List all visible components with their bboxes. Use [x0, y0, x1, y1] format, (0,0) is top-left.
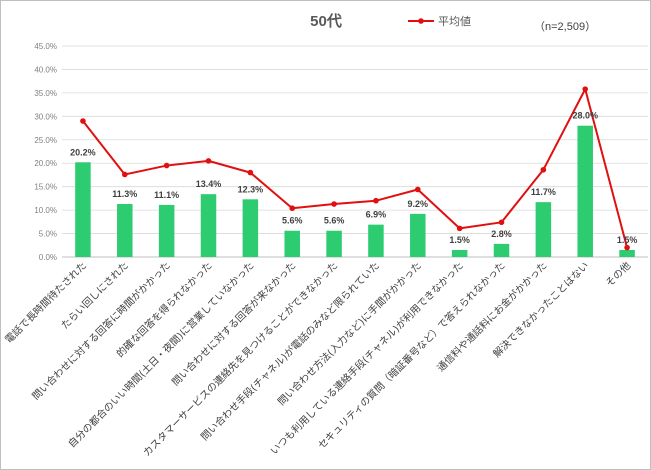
y-tick-label: 40.0%: [34, 65, 57, 74]
average-point: [498, 219, 505, 226]
average-series-line: [82, 88, 629, 248]
bar: [368, 224, 384, 257]
bar-data-label: 11.7%: [531, 187, 556, 197]
y-axis-ticks: 0.0% 5.0% 10.0% 15.0% 20.0% 25.0% 30.0% 35.0% 40…: [34, 42, 57, 262]
bar-data-label: 11.1%: [154, 190, 179, 200]
bar: [75, 162, 91, 257]
bar: [326, 230, 342, 257]
average-point: [247, 169, 254, 176]
bar: [619, 249, 635, 257]
bar: [200, 194, 217, 257]
average-point: [624, 244, 630, 251]
bar-data-label: 5.6%: [324, 216, 345, 226]
average-line: [80, 86, 630, 251]
average-point: [80, 118, 86, 124]
y-tick-label: 10.0%: [34, 206, 57, 215]
average-point: [121, 171, 128, 178]
average-point: [373, 197, 379, 204]
gridlines: [62, 45, 648, 258]
y-tick-label: 20.0%: [34, 159, 57, 168]
y-tick-label: 0.0%: [39, 253, 57, 262]
bar: [410, 213, 426, 257]
average-point: [163, 162, 170, 169]
legend: 平均値: [408, 15, 471, 28]
y-tick-label: 15.0%: [34, 183, 57, 192]
bars: [75, 125, 635, 257]
bar-data-label: 9.2%: [408, 199, 429, 209]
average-point: [205, 158, 212, 164]
bar-data-label: 11.3%: [112, 189, 137, 199]
bar: [284, 230, 300, 257]
bar: [493, 243, 510, 257]
bar: [451, 249, 468, 257]
bar-data-label: 12.3%: [238, 184, 264, 194]
bar-data-label: 1.5%: [449, 235, 470, 245]
sample-size-note: （n=2,509）: [534, 20, 596, 33]
bar-data-label: 13.4%: [196, 179, 222, 189]
chart-title: 50代: [310, 12, 342, 30]
average-point: [582, 86, 589, 92]
bar: [535, 202, 552, 257]
y-tick-label: 35.0%: [34, 89, 57, 98]
bar: [117, 204, 133, 257]
average-point: [331, 201, 337, 207]
y-tick-label: 30.0%: [34, 112, 57, 121]
bar-data-label: 2.8%: [491, 229, 512, 239]
average-point: [414, 186, 421, 193]
bar-data-label: 28.0%: [572, 111, 598, 121]
legend-marker-swatch: [418, 18, 424, 24]
average-point: [456, 225, 463, 232]
y-tick-label: 45.0%: [34, 42, 57, 51]
average-point: [540, 166, 547, 173]
bar-data-label: 20.2%: [70, 147, 96, 157]
data-labels: 20.2% 11.3% 11.1% 13.4% 12.3% 5.6% 5.6% 6.9% 9.2…: [70, 111, 637, 245]
y-tick-label: 25.0%: [34, 136, 57, 145]
bar-data-label: 6.9%: [366, 210, 387, 220]
bar-data-label: 5.6%: [282, 216, 303, 226]
bar: [577, 125, 593, 257]
average-point: [289, 205, 296, 212]
bar: [242, 199, 259, 257]
y-tick-label: 5.0%: [39, 230, 57, 239]
bar: [158, 204, 175, 257]
bar-data-label: 1.5%: [617, 235, 638, 245]
legend-label-average: 平均値: [438, 15, 471, 28]
